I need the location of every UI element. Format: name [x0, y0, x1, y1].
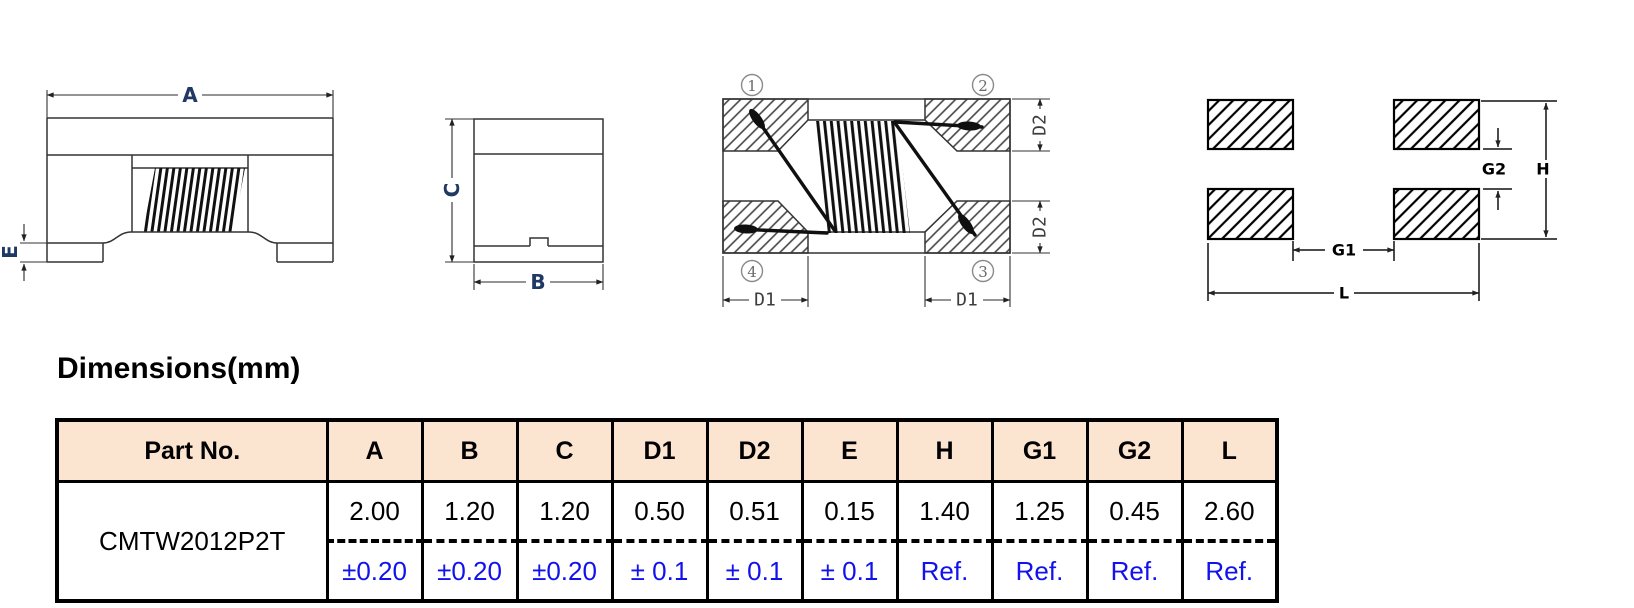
- col-header-g2: G2: [1085, 418, 1184, 483]
- col-header-d1: D1: [610, 418, 709, 483]
- terminal-1: [722, 98, 809, 152]
- dim-label-g2: G2: [1482, 160, 1506, 179]
- nominal-h: 1.40: [895, 480, 994, 543]
- tolerance-l: Ref.: [1180, 541, 1279, 603]
- dim-label-a: A: [182, 83, 198, 107]
- dimensions-table: Part No. A B C D1 D2 E H G1 G2 L CMTW201…: [55, 418, 1279, 603]
- pad-top-left: [1206, 98, 1295, 151]
- nominal-c: 1.20: [515, 480, 614, 543]
- tolerance-g2: Ref.: [1085, 541, 1184, 603]
- pin-1-number: 1: [747, 77, 757, 95]
- nominal-values-row: CMTW2012P2T 2.00 1.20 1.20 0.50 0.51 0.1…: [55, 480, 1279, 603]
- tolerance-b: ±0.20: [420, 541, 519, 603]
- dim-label-g1: G1: [1332, 241, 1356, 260]
- tolerance-a: ±0.20: [325, 541, 424, 603]
- pin-4-number: 4: [747, 263, 757, 281]
- pin-1-circle: [740, 73, 764, 97]
- pad-top-right: [1392, 98, 1481, 151]
- dim-label-e: E: [0, 245, 22, 259]
- tolerance-values-row: ±0.20 ±0.20 ±0.20 ± 0.1 ± 0.1 ± 0.1 Ref.…: [57, 541, 1279, 603]
- technical-drawings: A E: [0, 73, 1557, 311]
- pin-2-number: 2: [978, 77, 988, 95]
- dim-label-d2-bottom: D2: [1030, 216, 1051, 238]
- winding-top: [813, 121, 910, 233]
- col-header-g1: G1: [990, 418, 1089, 483]
- nominal-a: 2.00: [325, 480, 424, 543]
- dim-label-h: H: [1536, 160, 1549, 179]
- pin-3-circle: [971, 259, 995, 283]
- pin-4-circle: [740, 259, 764, 283]
- pin-2-circle: [971, 73, 995, 97]
- col-header-c: C: [515, 418, 614, 483]
- nominal-d1: 0.50: [610, 480, 709, 543]
- col-header-d2: D2: [705, 418, 804, 483]
- page-title: Dimensions(mm): [57, 352, 301, 385]
- terminal-4: [722, 200, 809, 254]
- pad-bottom-right: [1392, 187, 1481, 241]
- dim-label-c: C: [440, 183, 464, 198]
- col-header-a: A: [325, 418, 424, 483]
- dim-label-d1-left: D1: [754, 290, 776, 311]
- col-header-h: H: [895, 418, 994, 483]
- pin-3-number: 3: [978, 263, 988, 281]
- winding-front: [143, 168, 245, 232]
- side-view-drawing: C B: [440, 118, 604, 294]
- part-number-cell: CMTW2012P2T: [55, 480, 329, 603]
- nominal-g2: 0.45: [1085, 480, 1184, 543]
- tolerance-h: Ref.: [895, 541, 994, 603]
- table-header-row: Part No. A B C D1 D2 E H G1 G2 L: [55, 418, 1279, 483]
- col-header-e: E: [800, 418, 899, 483]
- nominal-e: 0.15: [800, 480, 899, 543]
- nominal-d2: 0.51: [705, 480, 804, 543]
- dim-label-d1-right: D1: [956, 290, 978, 311]
- tolerance-c: ±0.20: [515, 541, 614, 603]
- top-view-drawing: 1 2 4 3 D1 D1 D2: [722, 73, 1051, 311]
- dim-label-d2-top: D2: [1030, 114, 1051, 136]
- land-pattern-drawing: G2 H G1 L: [1206, 98, 1557, 303]
- nominal-l: 2.60: [1180, 480, 1279, 543]
- front-view-drawing: A E: [0, 83, 334, 281]
- nominal-g1: 1.25: [990, 480, 1089, 543]
- tolerance-d1: ± 0.1: [610, 541, 709, 603]
- tolerance-g1: Ref.: [990, 541, 1089, 603]
- tolerance-d2: ± 0.1: [705, 541, 804, 603]
- dim-label-l: L: [1339, 284, 1349, 303]
- pad-bottom-left: [1206, 187, 1295, 241]
- nominal-b: 1.20: [420, 480, 519, 543]
- tolerance-e: ± 0.1: [800, 541, 899, 603]
- dim-label-b: B: [530, 270, 545, 294]
- col-header-l: L: [1180, 418, 1279, 483]
- col-header-b: B: [420, 418, 519, 483]
- col-header-part-no: Part No.: [55, 418, 329, 483]
